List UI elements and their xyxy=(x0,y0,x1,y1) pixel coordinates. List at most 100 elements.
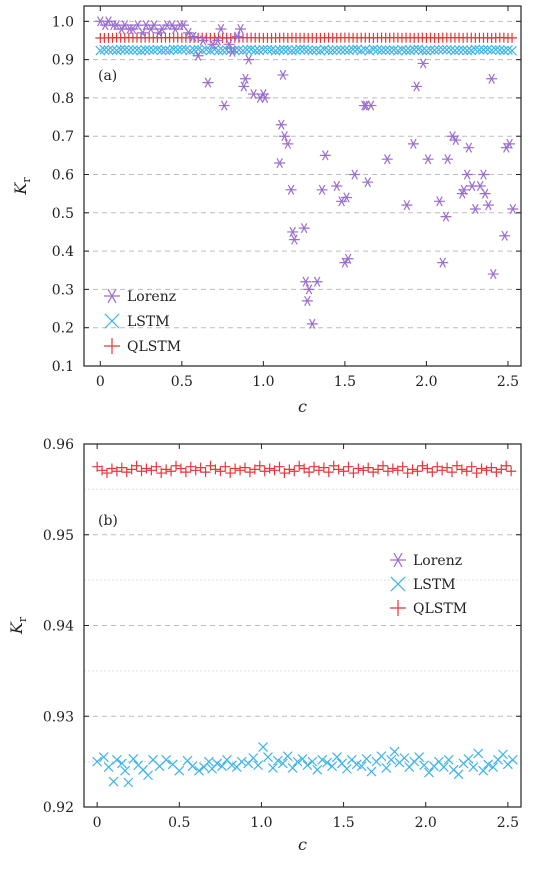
data-point xyxy=(381,763,392,773)
data-point xyxy=(123,777,134,788)
series-lorenz xyxy=(94,16,519,329)
plot-frame xyxy=(83,5,522,367)
y-tick-label: 0.3 xyxy=(52,282,74,298)
data-point xyxy=(437,465,448,476)
data-point xyxy=(192,50,204,61)
data-point xyxy=(282,751,293,762)
data-point xyxy=(268,763,278,773)
data-point xyxy=(254,45,265,56)
data-point xyxy=(215,23,227,35)
data-point xyxy=(342,253,354,264)
data-point xyxy=(344,45,354,56)
x-tick-label: 1.0 xyxy=(250,815,272,831)
data-point xyxy=(491,467,502,478)
data-point xyxy=(266,44,277,55)
data-point xyxy=(358,465,369,476)
data-point xyxy=(226,46,238,58)
data-point xyxy=(453,769,464,780)
data-point xyxy=(339,257,351,268)
data-point xyxy=(506,466,517,477)
data-point xyxy=(372,45,383,55)
data-point xyxy=(500,142,512,153)
data-point xyxy=(284,464,295,475)
data-point xyxy=(421,45,432,56)
data-point xyxy=(487,269,499,280)
data-point xyxy=(292,756,303,767)
data-point xyxy=(127,45,138,55)
data-point xyxy=(311,276,323,287)
data-point xyxy=(230,463,241,474)
data-point xyxy=(132,45,142,55)
data-point xyxy=(141,463,152,474)
legend-marker xyxy=(390,552,406,568)
data-point xyxy=(490,44,501,55)
y-axis-label-main: K xyxy=(7,621,26,635)
data-point xyxy=(120,765,130,776)
data-point xyxy=(425,45,436,55)
data-point xyxy=(468,762,479,772)
data-point xyxy=(463,142,475,153)
data-point xyxy=(397,461,408,472)
series-lstm xyxy=(92,742,518,788)
x-tick-label: 2.0 xyxy=(415,374,437,390)
data-point xyxy=(223,39,235,50)
data-point xyxy=(116,758,127,769)
data-point xyxy=(504,138,516,149)
legend: Lorenz LSTM QLSTM xyxy=(104,288,181,355)
data-point xyxy=(274,461,285,472)
data-point xyxy=(285,184,297,195)
data-point xyxy=(478,765,489,776)
data-point xyxy=(486,73,498,84)
y-tick-label: 0.1 xyxy=(52,359,74,375)
data-point xyxy=(507,45,517,56)
data-point xyxy=(501,460,512,471)
data-point xyxy=(438,762,449,772)
data-point xyxy=(304,467,315,478)
y-tick-label: 0.5 xyxy=(52,206,74,222)
data-point xyxy=(323,467,334,478)
data-point xyxy=(482,44,493,55)
data-point xyxy=(106,463,117,474)
data-point xyxy=(156,45,167,56)
data-point xyxy=(121,467,132,478)
data-point xyxy=(172,44,183,55)
y-tick-label: 0.94 xyxy=(43,619,74,635)
data-point xyxy=(317,754,328,765)
data-point xyxy=(148,45,159,56)
data-point xyxy=(360,44,371,55)
data-point xyxy=(244,467,255,478)
data-point xyxy=(295,44,305,55)
data-point xyxy=(384,45,395,56)
data-point xyxy=(381,154,393,165)
data-point xyxy=(417,45,428,56)
data-point xyxy=(349,169,361,180)
data-point xyxy=(407,138,419,149)
data-point xyxy=(195,462,206,473)
data-point xyxy=(332,752,342,763)
data-point xyxy=(407,464,418,475)
data-point xyxy=(316,184,328,195)
data-point xyxy=(108,776,119,787)
y-tick-label: 1.0 xyxy=(52,14,74,30)
x-tick-label: 0.5 xyxy=(171,374,193,390)
data-point xyxy=(259,466,270,477)
data-point xyxy=(264,463,275,474)
data-point xyxy=(168,44,179,55)
data-point xyxy=(294,460,305,471)
data-point xyxy=(99,44,110,55)
legend-marker xyxy=(104,313,120,329)
data-point xyxy=(401,45,411,56)
data-point xyxy=(476,463,487,474)
x-tick-label: 1.5 xyxy=(334,374,356,390)
data-point xyxy=(478,44,489,55)
data-point xyxy=(422,154,434,165)
panel-b: 0 0.5 1.0 1.5 2.0 2.5 0.92 0.93 0.94 0.95 0.96 c Kr (… xyxy=(7,437,522,854)
x-tick-label: 2.0 xyxy=(415,815,437,831)
data-point xyxy=(338,466,349,477)
x-tick-label: 0 xyxy=(93,815,102,831)
data-point xyxy=(313,465,324,476)
data-point xyxy=(274,157,286,169)
panel-label: (a) xyxy=(98,68,117,84)
data-point xyxy=(311,45,322,55)
